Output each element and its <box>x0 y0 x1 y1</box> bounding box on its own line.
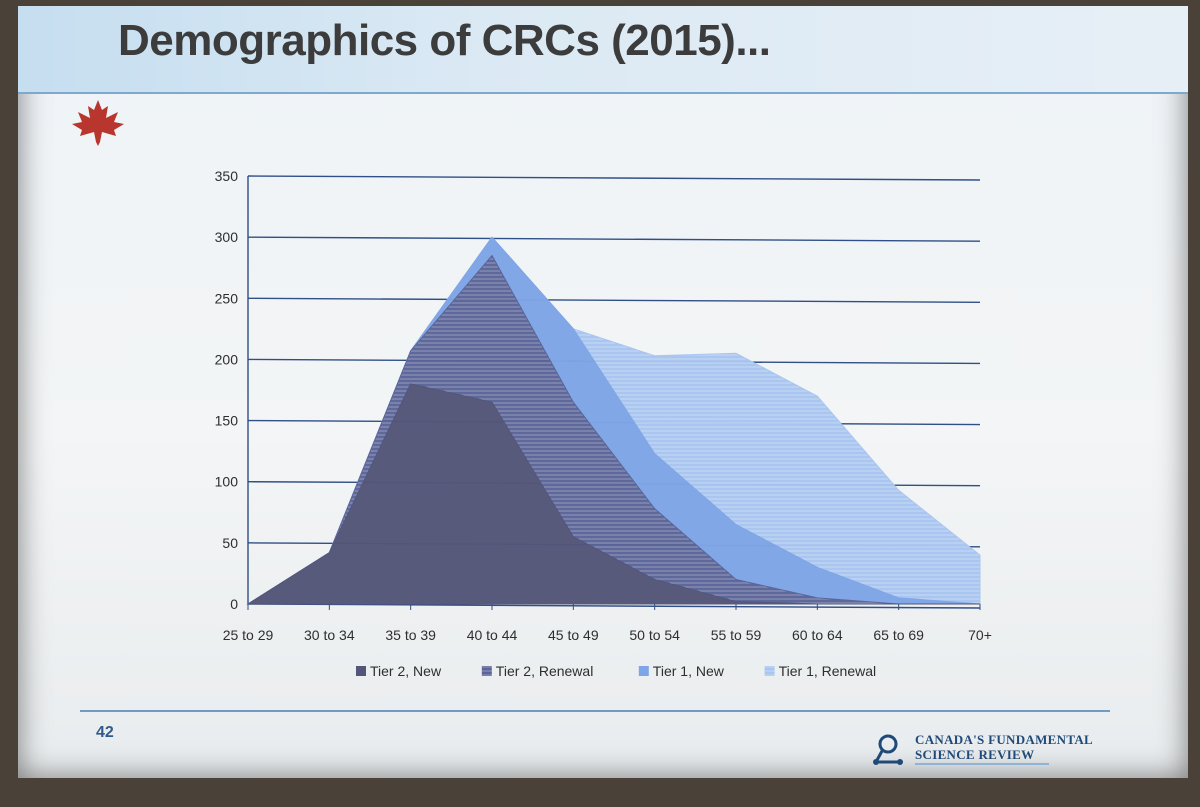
logo-text-line2: SCIENCE REVIEW <box>915 747 1035 762</box>
legend-swatch <box>481 666 492 676</box>
legend-swatch <box>764 666 775 676</box>
x-tick-label: 40 to 44 <box>467 627 518 643</box>
x-tick-label: 45 to 49 <box>548 627 599 643</box>
area-chart: 0 50 100 150 200 250 300 350 25 to 29 30 to 34 35 … <box>215 168 992 679</box>
y-tick-label: 150 <box>215 413 239 429</box>
x-tick-label: 50 to 54 <box>629 627 680 643</box>
legend-swatch <box>638 666 649 676</box>
slide: Demographics of CRCs (2015)... 0 50 100 150… <box>18 6 1188 778</box>
maple-leaf-icon <box>72 100 124 146</box>
legend-label: Tier 2, Renewal <box>496 663 594 679</box>
x-tick-label: 35 to 39 <box>385 627 436 643</box>
gridline <box>247 236 981 242</box>
x-tick-label: 65 to 69 <box>873 627 924 643</box>
y-tick-label: 300 <box>215 229 239 245</box>
x-axis <box>247 603 981 609</box>
gridline <box>247 175 981 181</box>
y-tick-label: 50 <box>222 535 238 551</box>
logo-text: CANADA'S FUNDAMENTAL SCIENCE REVIEW <box>915 732 1093 762</box>
title-divider <box>18 92 1188 94</box>
y-tick-label: 250 <box>215 290 239 306</box>
x-tick-label: 30 to 34 <box>304 627 355 643</box>
legend-label: Tier 2, New <box>370 663 442 679</box>
x-tick-label: 25 to 29 <box>223 627 274 643</box>
legend-swatch <box>356 666 366 676</box>
footer-divider <box>80 710 1110 712</box>
y-tick-label: 0 <box>230 596 238 612</box>
x-tick-label: 55 to 59 <box>711 627 762 643</box>
science-review-logo-icon <box>873 734 903 765</box>
legend-label: Tier 1, Renewal <box>779 663 877 679</box>
x-tick-label: 60 to 64 <box>792 627 843 643</box>
page-number: 42 <box>96 724 114 741</box>
logo-underline <box>915 763 1049 765</box>
title-banner <box>18 6 1188 92</box>
y-tick-label: 350 <box>215 168 239 184</box>
y-tick-label: 100 <box>215 474 239 490</box>
gridline <box>247 297 981 303</box>
y-tick-label: 200 <box>215 351 239 367</box>
logo-text-line1: CANADA'S FUNDAMENTAL <box>915 732 1094 747</box>
legend-label: Tier 1, New <box>653 663 725 679</box>
x-tick-label: 70+ <box>968 627 992 643</box>
slide-title: Demographics of CRCs (2015)... <box>118 16 771 65</box>
